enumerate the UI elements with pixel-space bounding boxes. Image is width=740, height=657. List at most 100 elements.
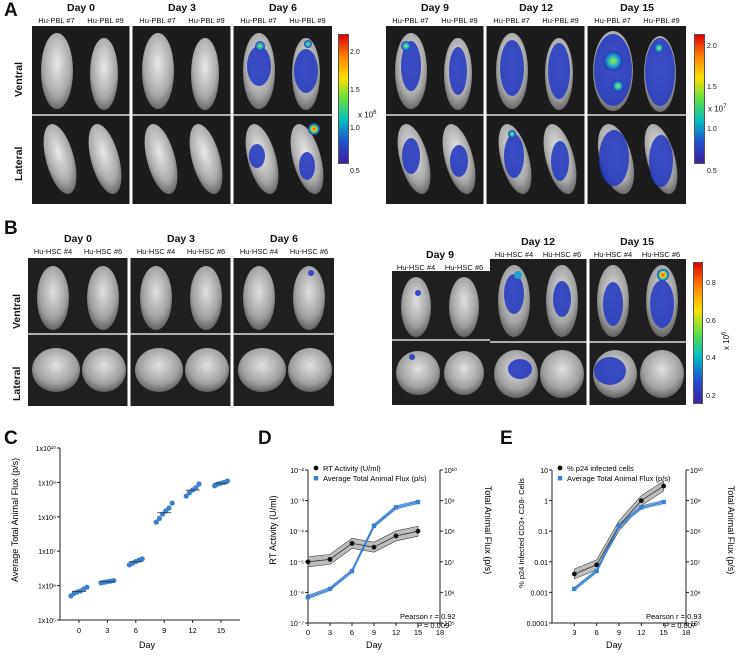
left-tick-label: 10⁻² <box>290 468 304 475</box>
mouse-label: Hu-PBL #9 <box>441 16 478 25</box>
flux-band <box>307 499 419 600</box>
legend-label: Average Total Animal Flux (p/s) <box>323 474 427 483</box>
flux-band <box>573 499 665 592</box>
right-tick-label: 10¹⁰ <box>444 467 457 475</box>
legend-marker <box>313 465 319 471</box>
mouse-label: Hu-HSC #4 <box>593 250 633 259</box>
row-label-ventral: Ventral <box>11 293 23 329</box>
mouse-label: Hu-HSC #6 <box>641 250 681 259</box>
row-label-lateral: Lateral <box>11 366 23 401</box>
series-point <box>327 586 333 592</box>
mouse-label: Hu-HSC #4 <box>494 250 534 259</box>
chart-e-xlabel: Day <box>606 640 623 650</box>
bioluminescence-images-b-right <box>490 259 686 405</box>
x-tick-label: 18 <box>436 628 444 637</box>
mouse-label: Hu-PBL #7 <box>392 16 429 25</box>
day-label: Day 9 <box>420 2 450 14</box>
mouse-label: Hu-HSC #6 <box>444 263 484 272</box>
panel-letter-b: B <box>4 218 18 239</box>
day-label: Day 6 <box>269 233 299 245</box>
bioluminescence-images-a-left <box>32 26 332 204</box>
x-tick-label: 15 <box>217 626 225 635</box>
x-tick-label: 3 <box>105 626 109 635</box>
series-point <box>616 523 622 529</box>
y-tick-label: 1x10⁶ <box>38 584 56 591</box>
series-point <box>594 562 600 568</box>
left-tick-label: 10⁻⁴ <box>290 529 305 536</box>
mouse-label: Hu-HSC #6 <box>83 247 123 256</box>
colorbar-tick: 0.5 <box>707 168 717 175</box>
x-tick-label: 9 <box>162 626 166 635</box>
data-point <box>196 481 202 487</box>
x-tick-label: 15 <box>414 628 422 637</box>
day-label: Day 9 <box>425 249 455 261</box>
colorbar-b <box>693 262 703 404</box>
colorbar-multiplier: x 106 <box>721 331 732 351</box>
data-point <box>84 584 90 590</box>
mouse-label: Hu-HSC #4 <box>136 247 176 256</box>
series-point <box>661 483 667 489</box>
colorbar-tick: 0.8 <box>706 280 716 287</box>
left-tick-label: 10 <box>540 468 548 475</box>
chart-c-ylabel: Average Total Animal Flux (p/s) <box>10 458 20 582</box>
data-point <box>111 577 117 584</box>
panel-letter-a: A <box>4 0 18 21</box>
right-tick-label: 10⁸ <box>690 529 701 536</box>
left-tick-label: 10⁻³ <box>290 499 304 506</box>
data-point <box>153 519 159 525</box>
x-tick-label: 9 <box>372 628 376 637</box>
confidence-band <box>574 480 664 580</box>
series-point <box>415 528 421 534</box>
mouse-label: Hu-PBL #9 <box>289 16 326 25</box>
x-tick-label: 0 <box>306 628 310 637</box>
data-point <box>169 500 175 506</box>
right-tick-label: 10⁶ <box>444 590 455 597</box>
colorbar-tick: 2.0 <box>350 49 360 56</box>
chart-e-ylabel-right: Total Animal Flux (p/s) <box>726 486 736 575</box>
colorbar-tick: 1.5 <box>707 84 717 91</box>
left-tick-label: 1 <box>544 499 548 506</box>
colorbar-a2 <box>694 34 705 164</box>
right-tick-label: 10⁸ <box>444 529 455 536</box>
chart-d-ylabel-left: RT Activity (U/ml) <box>268 495 278 564</box>
data-point <box>183 493 189 499</box>
mouse-label: Hu-HSC #4 <box>396 263 436 272</box>
legend-label: Average Total Animal Flux (p/s) <box>567 474 671 483</box>
mouse-label: Hu-PBL #7 <box>493 16 530 25</box>
colorbar-tick: 1.0 <box>350 125 360 132</box>
chart-e-pvalue: P = 0.007 <box>664 621 696 630</box>
data-point <box>193 485 199 491</box>
series-line <box>307 501 419 598</box>
chart-d-xlabel: Day <box>366 640 383 650</box>
series-point <box>594 568 599 574</box>
x-tick-label: 3 <box>572 628 576 637</box>
series-point <box>349 540 355 546</box>
mouse-label: Hu-PBL #9 <box>643 16 680 25</box>
series-point <box>415 499 421 505</box>
mouse-label: Hu-PBL #7 <box>139 16 176 25</box>
y-tick-label: 1x10⁹ <box>38 480 56 487</box>
mouse-label: Hu-PBL #9 <box>542 16 579 25</box>
x-tick-label: 18 <box>682 628 690 637</box>
colorbar-tick: 0.4 <box>706 355 716 362</box>
chart-c-xlabel: Day <box>139 640 156 650</box>
day-label: Day 12 <box>519 2 553 14</box>
colorbar-tick: 0.5 <box>350 168 360 175</box>
series-line <box>307 530 419 563</box>
series-line <box>574 501 664 590</box>
y-tick-label: 1x10⁸ <box>38 515 56 522</box>
data-point <box>156 515 163 521</box>
colorbar-tick: 0.2 <box>706 393 716 400</box>
chart-d-pvalue: P = 0.009 <box>417 621 449 630</box>
mouse-label: Hu-HSC #6 <box>542 250 582 259</box>
day-label: Day 0 <box>66 2 96 14</box>
colorbar-tick: 1.0 <box>707 126 717 133</box>
chart-e-pearson: Pearson r = 0.93 <box>646 612 702 621</box>
mouse-label: Hu-PBL #7 <box>240 16 277 25</box>
day-label: Day 3 <box>166 233 196 245</box>
right-tick-label: 10⁹ <box>444 499 455 506</box>
colorbar-multiplier: x 107 <box>708 104 727 114</box>
right-tick-label: 10¹⁰ <box>690 467 703 475</box>
data-point <box>166 505 172 511</box>
